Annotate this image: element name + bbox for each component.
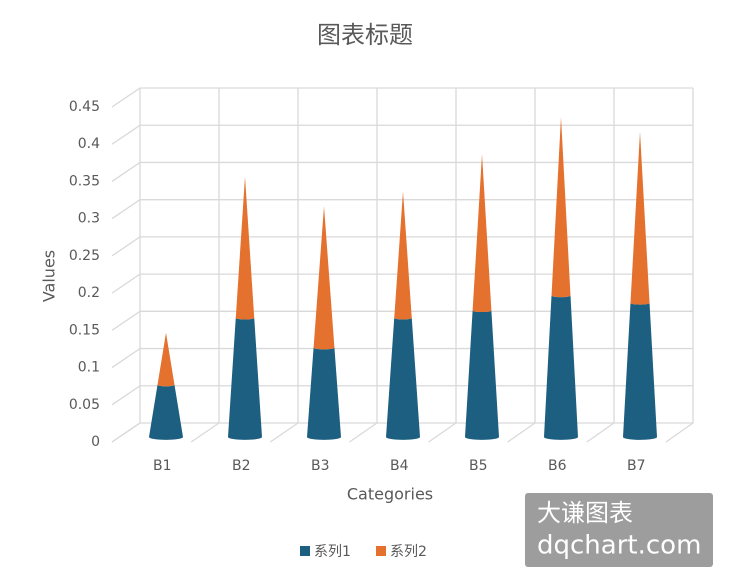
cone-segment [235, 176, 255, 320]
cone-segment [472, 154, 492, 313]
floor-line [428, 422, 457, 443]
y-tick-label: 0.2 [78, 285, 100, 301]
grid-line [111, 124, 693, 145]
cone-segment [544, 295, 578, 440]
floor-line [269, 422, 299, 443]
legend-label: 系列1 [314, 544, 351, 560]
chart-title: 图表标题 [317, 21, 413, 49]
floor-line [111, 422, 141, 443]
x-tick-label: B2 [232, 458, 251, 474]
x-tick-label: B7 [627, 458, 646, 474]
y-tick-label: 0.25 [69, 248, 100, 264]
watermark-box [525, 493, 713, 567]
x-axis-title: Categories [347, 485, 433, 504]
y-tick-label: 0.45 [69, 99, 100, 115]
y-tick-label: 0.35 [69, 173, 100, 189]
cone-segment [551, 116, 571, 298]
floor-line [586, 422, 615, 443]
cone-segment [394, 191, 412, 320]
floor-line [507, 422, 536, 443]
y-tick-label: 0.4 [78, 136, 100, 152]
cone-segment [307, 347, 341, 440]
watermark-text: 大谦图表 [537, 499, 633, 527]
cone-segment [313, 206, 335, 350]
y-tick-label: 0.3 [78, 211, 100, 227]
x-tick-label: B5 [469, 458, 488, 474]
y-axis-title: Values [40, 250, 59, 302]
grid-line [111, 161, 693, 182]
legend-label: 系列2 [390, 544, 427, 560]
legend-swatch [376, 546, 386, 556]
watermark-text: dqchart.com [537, 531, 701, 561]
x-tick-label: B1 [153, 458, 172, 474]
floor-line [190, 422, 220, 443]
legend-swatch [300, 546, 310, 556]
cone-segment [623, 303, 657, 440]
x-tick-label: B4 [390, 458, 409, 474]
y-tick-label: 0.15 [69, 322, 100, 338]
floor-line [665, 422, 694, 443]
cone-segment [157, 332, 175, 387]
x-tick-label: B6 [548, 458, 567, 474]
cone-segment [386, 317, 420, 440]
y-tick-label: 0.1 [78, 360, 100, 376]
x-tick-label: B3 [311, 458, 330, 474]
cone-segment [630, 131, 650, 305]
y-tick-label: 0.05 [69, 397, 100, 413]
cone-segment [228, 317, 262, 440]
cone-segment [465, 310, 499, 440]
grid-line [111, 87, 693, 108]
y-tick-label: 0 [91, 434, 100, 450]
cone-segment [149, 384, 183, 440]
floor-line [349, 422, 378, 443]
